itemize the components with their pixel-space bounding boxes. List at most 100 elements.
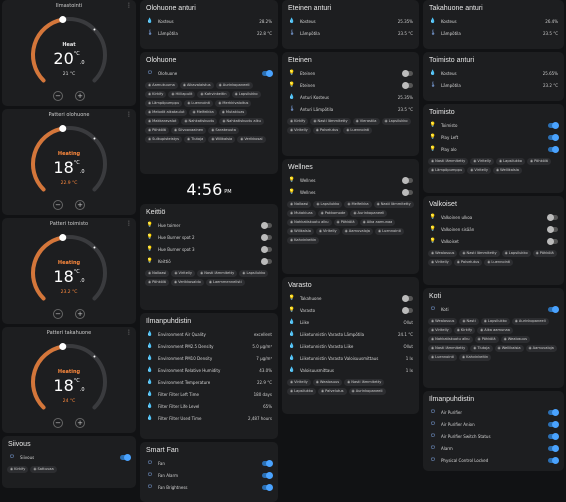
scene-chip[interactable]: ◉Laemmennelisti (205, 279, 245, 286)
sensor-row[interactable]: 💧 Filter Filter Used Time 2,487 hours (140, 412, 278, 424)
scene-chip[interactable]: ◉Nahkatiskuotu alku (287, 219, 332, 226)
scene-chip[interactable]: ◉Mutakiuas (218, 109, 248, 116)
scene-chip[interactable]: ◉Lämpöpumppu (428, 167, 466, 174)
scene-chip[interactable]: ◉Wealosuus (500, 336, 530, 343)
toggle-switch[interactable] (547, 225, 558, 233)
scene-chip[interactable]: ◉Melfeikka (344, 201, 372, 208)
toggle-switch[interactable] (262, 483, 273, 491)
sensor-row[interactable]: 💧 Liiketunnistin Varasto Lämpötila 24.1 °C (282, 328, 419, 340)
scene-chip[interactable]: ◉Siivoovaainen (171, 127, 207, 134)
toggle-row[interactable]: ⏻ Fan Brightness (140, 481, 278, 493)
scene-chip[interactable]: ◉Wellikalsia (494, 345, 524, 352)
sensor-row[interactable]: 💧 Environment Air Quality excellent (140, 328, 278, 340)
sensor-row[interactable]: 💧 Filter Filter Left Time 180 days (140, 388, 278, 400)
increase-temp-button[interactable]: + (75, 200, 85, 210)
scene-chip[interactable]: ◉Pöhkölä (527, 158, 552, 165)
scene-chip[interactable]: ◉Kahvinkeitin (197, 91, 230, 98)
scene-chip[interactable]: ◉Nahkatiskuotu alku (428, 336, 473, 343)
sensor-row[interactable]: 💧 Environment Temperature 22.9 °C (140, 376, 278, 388)
scene-chip[interactable]: ◉Sulkupisteistys (145, 136, 182, 143)
toggle-switch[interactable] (402, 69, 413, 77)
scene-chip[interactable]: ◉Viritelly (428, 259, 452, 266)
scene-chip[interactable]: ◉Nallaasi (287, 201, 312, 208)
scene-chip[interactable]: ◉Pöhkölä (145, 279, 170, 286)
scene-chip[interactable]: ◉Luennointi (428, 354, 458, 361)
toggle-switch[interactable] (548, 456, 559, 464)
toggle-row[interactable]: ⏻ Fan (140, 457, 278, 469)
toggle-row[interactable]: ⏻ Koti (423, 303, 564, 315)
toggle-row[interactable]: ⏻ Air Purifier Anion (423, 418, 564, 430)
scene-chip[interactable]: ◉Palvelutus (318, 388, 347, 395)
toggle-switch[interactable] (402, 188, 413, 196)
scene-chip[interactable]: ◉Viritelly (470, 158, 494, 165)
toggle-switch[interactable] (262, 471, 273, 479)
scene-chip[interactable]: ◉Nasti lämmitetty (344, 379, 385, 386)
scene-chip[interactable]: ◉Nasti lämmitetty (373, 201, 414, 208)
toggle-row[interactable]: 💡 Valkoinen sisään (423, 223, 564, 235)
scene-chip[interactable]: ◉Sattuvaa (30, 466, 57, 473)
scene-chip[interactable]: ◉Pöhkölä (145, 127, 170, 134)
scene-chip[interactable]: ◉Tiutoja (470, 345, 493, 352)
scene-chip[interactable]: ◉Pöhkölä (333, 219, 358, 226)
scene-chip[interactable]: ◉Palvelutus (312, 127, 342, 134)
scene-chip[interactable]: ◉Aamuvaloja (525, 345, 557, 352)
toggle-switch[interactable] (262, 69, 273, 77)
sensor-row[interactable]: 💧 Kosteus 28.2% (140, 15, 278, 27)
more-menu-icon[interactable]: ⋮ (126, 2, 132, 9)
scene-chip[interactable]: ◉Lapsilukko (495, 158, 525, 165)
scene-chip[interactable]: ◉Nasti lämmitetty (310, 118, 351, 125)
scene-chip[interactable]: ◉Aurinkopaneeli (215, 82, 253, 89)
scene-chip[interactable]: ◉Mutakiuas (287, 210, 316, 217)
increase-temp-button[interactable]: + (75, 309, 85, 319)
scene-chip[interactable]: ◉Verikkosal (237, 136, 266, 143)
sensor-row[interactable]: 💧 Environment Relative Humidity 43.0% (140, 364, 278, 376)
sensor-row[interactable]: 💧 Kosteus 25.65% (423, 67, 564, 79)
sensor-row[interactable]: 💧 Filter Filter Life Level 65% (140, 400, 278, 412)
toggle-row[interactable]: ⏻ Olohuone (140, 67, 278, 79)
scene-chip[interactable]: ◉Lapsilukko (313, 201, 343, 208)
scene-chip[interactable]: ◉Aurinkopaneeli (348, 388, 386, 395)
scene-chip[interactable]: ◉Kirkify (453, 327, 476, 334)
scene-chip[interactable]: ◉Wealosuus (428, 250, 458, 257)
sensor-row[interactable]: 🌡 Lämpötila 22.8 °C (140, 27, 278, 39)
scene-chip[interactable]: ◉Makkaravalot (145, 118, 180, 125)
sensor-row[interactable]: 💧 Kosteus 25.35% (282, 15, 419, 27)
toggle-switch[interactable] (548, 408, 559, 416)
scene-chip[interactable]: ◉Viritelly (467, 167, 491, 174)
target-knob[interactable] (59, 125, 67, 133)
decrease-temp-button[interactable]: − (53, 418, 63, 428)
target-knob[interactable] (59, 343, 67, 351)
toggle-row[interactable]: 💡 Eteinen (282, 79, 419, 91)
sensor-row[interactable]: 💧 Anturi Kosteus 25.35% (282, 91, 419, 103)
sensor-row[interactable]: 💧 Liike Ollut (282, 316, 419, 328)
decrease-temp-button[interactable]: − (53, 200, 63, 210)
scene-chip[interactable]: ◉Aikavalaistus (179, 82, 214, 89)
toggle-switch[interactable] (548, 420, 559, 428)
toggle-switch[interactable] (402, 176, 413, 184)
sensor-row[interactable]: 💧 Kosteus 26.4% (423, 15, 564, 27)
increase-temp-button[interactable]: + (75, 91, 85, 101)
scene-chip[interactable]: ◉Nasti (459, 318, 479, 325)
scene-chip[interactable]: ◉Wilikalsia (208, 136, 236, 143)
thermostat-dial[interactable] (2, 109, 136, 215)
toggle-switch[interactable] (547, 237, 558, 245)
toggle-switch[interactable] (548, 145, 559, 153)
toggle-switch[interactable] (548, 444, 559, 452)
sensor-row[interactable]: 🌡 Anturi Lämpötila 23.5 °C (282, 103, 419, 115)
toggle-row[interactable]: 💡 Eteinen (282, 67, 419, 79)
sensor-row[interactable]: 💧 Liiketunnistin Varasto Valoisuusmittaus… (282, 352, 419, 364)
toggle-row[interactable]: 💡 Hue Burner spot 3 (140, 243, 278, 255)
thermostat-dial[interactable] (2, 218, 136, 324)
scene-chip[interactable]: ◉Hiiliapulit (168, 91, 196, 98)
toggle-switch[interactable] (261, 257, 272, 265)
toggle-row[interactable]: 💡 Varasto (282, 304, 419, 316)
scene-chip[interactable]: ◉Wilikalsia (287, 228, 314, 235)
scene-chip[interactable]: ◉Lapsilukko (480, 318, 510, 325)
scene-chip[interactable]: ◉Melfeikka (189, 109, 217, 116)
toggle-switch[interactable] (548, 305, 559, 313)
scene-chip[interactable]: ◉Nasti lämmitetty (428, 158, 469, 165)
sensor-row[interactable]: 🌡 Lämpötila 23.2 °C (423, 79, 564, 91)
toggle-row[interactable]: ⏻ Physical Control Locked (423, 454, 564, 466)
sensor-row[interactable]: 💧 Liiketunnistin Varasto Liike Ollut (282, 340, 419, 352)
scene-chip[interactable]: ◉Nallaasi (145, 270, 170, 277)
